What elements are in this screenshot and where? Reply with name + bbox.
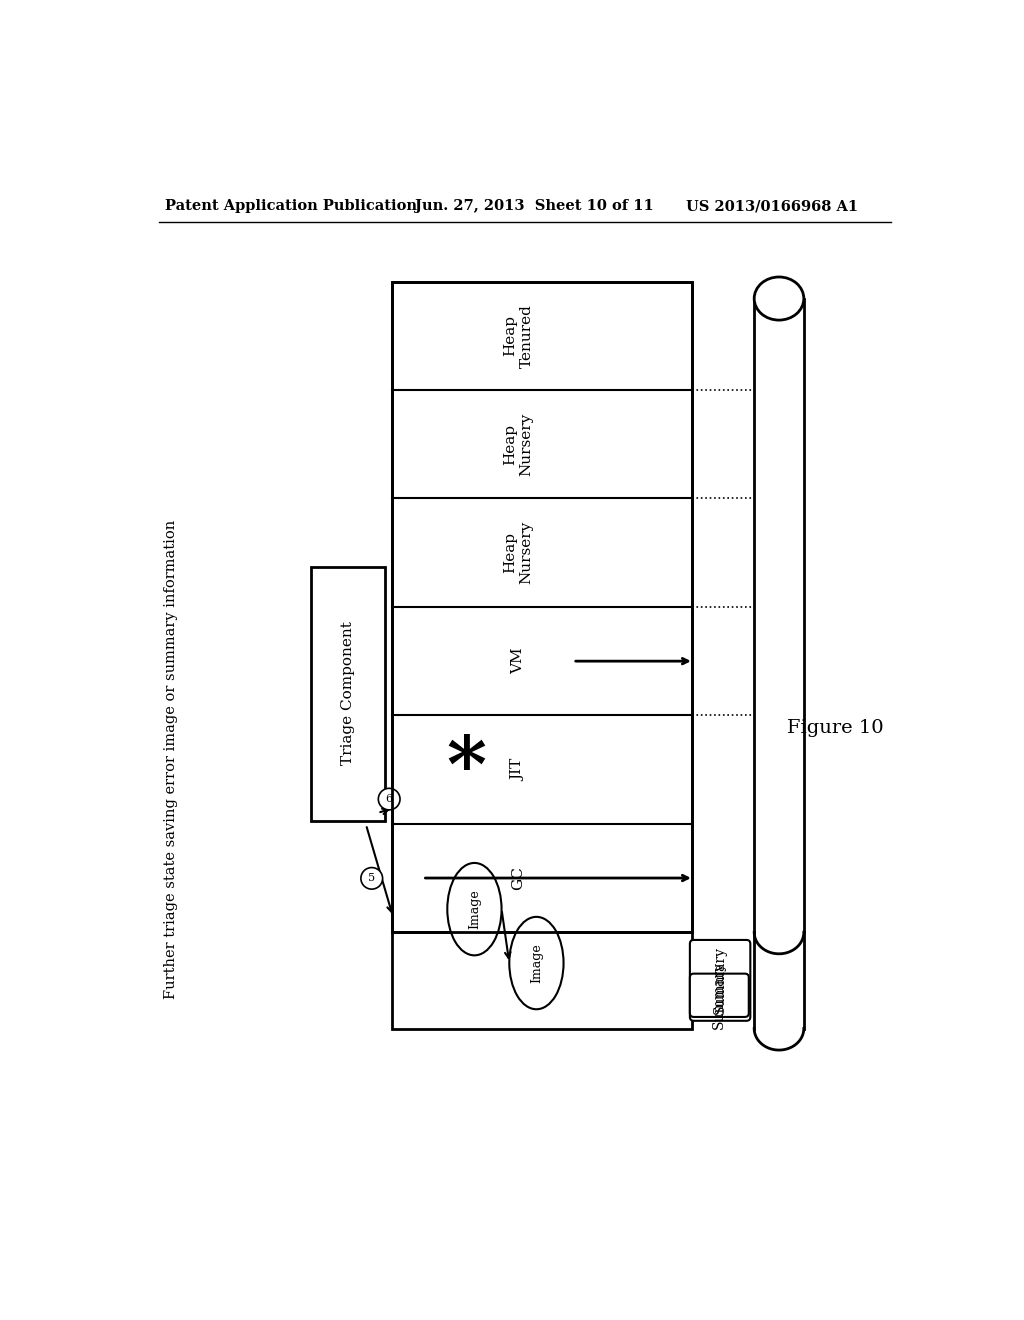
Text: Summary: Summary bbox=[713, 946, 727, 1014]
Circle shape bbox=[360, 867, 383, 890]
Ellipse shape bbox=[755, 277, 804, 321]
Bar bbox=[391, 932, 692, 1028]
FancyBboxPatch shape bbox=[690, 940, 751, 1020]
Text: Jun. 27, 2013  Sheet 10 of 11: Jun. 27, 2013 Sheet 10 of 11 bbox=[415, 199, 653, 213]
Text: US 2013/0166968 A1: US 2013/0166968 A1 bbox=[686, 199, 858, 213]
Ellipse shape bbox=[509, 917, 563, 1010]
Text: Triage Component: Triage Component bbox=[341, 622, 355, 766]
Text: Heap
Tenured: Heap Tenured bbox=[504, 304, 534, 368]
Bar bbox=[391, 281, 692, 932]
Circle shape bbox=[378, 788, 400, 810]
Bar bbox=[311, 566, 385, 821]
FancyBboxPatch shape bbox=[690, 974, 749, 1016]
Text: VM: VM bbox=[512, 648, 525, 675]
Text: Image: Image bbox=[468, 890, 481, 929]
Text: Figure 10: Figure 10 bbox=[786, 719, 884, 737]
Text: 5: 5 bbox=[369, 874, 376, 883]
Text: Summary: Summary bbox=[713, 961, 726, 1030]
Text: Heap
Nursery: Heap Nursery bbox=[504, 521, 534, 585]
Bar bbox=[391, 281, 692, 932]
Text: Image: Image bbox=[530, 944, 543, 983]
Text: 6: 6 bbox=[386, 795, 393, 804]
Text: *: * bbox=[446, 733, 486, 807]
Text: Heap
Nursery: Heap Nursery bbox=[504, 413, 534, 477]
Text: JIT: JIT bbox=[512, 759, 525, 780]
Text: Patent Application Publication: Patent Application Publication bbox=[165, 199, 417, 213]
Text: GC: GC bbox=[512, 866, 525, 890]
Ellipse shape bbox=[447, 863, 502, 956]
Text: Further triage state saving error image or summary information: Further triage state saving error image … bbox=[164, 519, 177, 999]
